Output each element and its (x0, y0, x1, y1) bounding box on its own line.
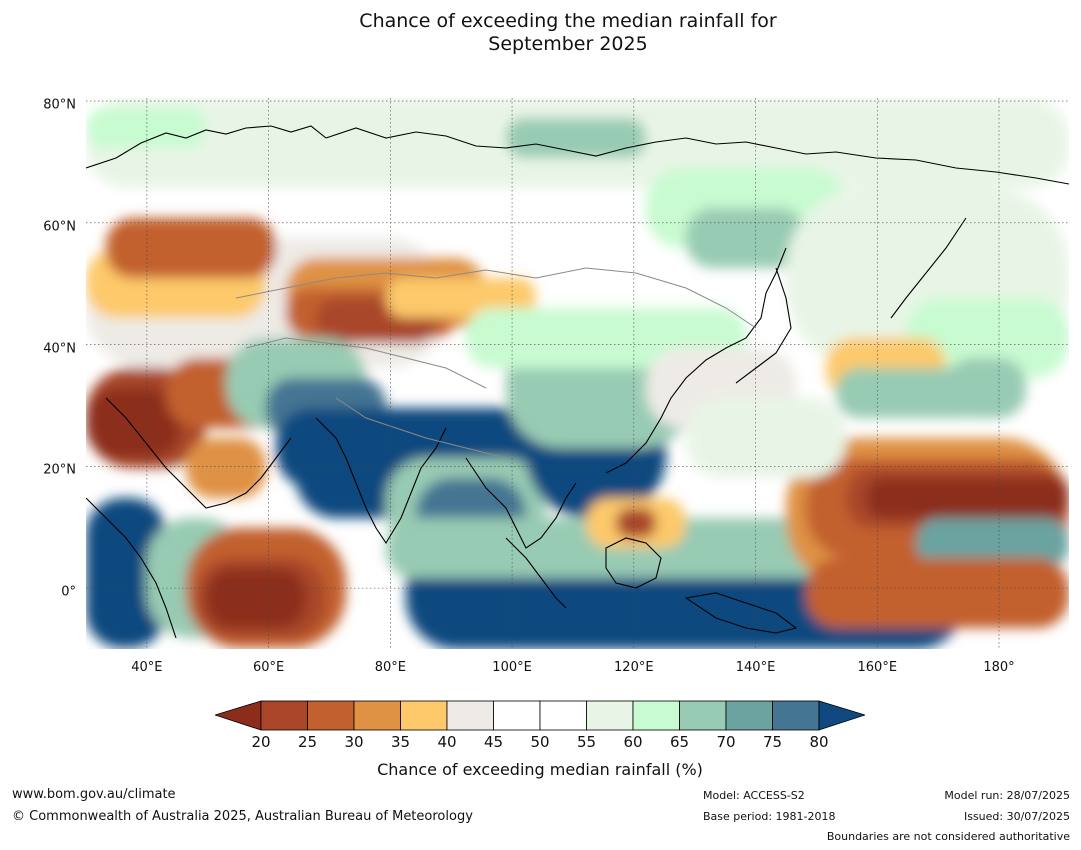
map-title-line-2: September 2025 (488, 33, 648, 55)
footer-issued: Issued: 30/07/2025 (963, 810, 1070, 823)
coastline-sumatra (505, 537, 567, 609)
footer-url: www.bom.gov.au/climate (12, 787, 176, 802)
colorbar-segment-5 (493, 700, 541, 731)
probability-patch-49 (686, 398, 846, 478)
colorbar-tick-1: 25 (297, 733, 318, 751)
footer-disclaimer: Boundaries are not considered authoritat… (826, 830, 1070, 843)
colorbar-segment-7 (586, 700, 634, 731)
colorbar-segment-3 (400, 700, 448, 731)
probability-patch-33 (206, 568, 306, 628)
probability-fields (86, 98, 1069, 649)
footer-base-period: Base period: 1981-2018 (703, 810, 836, 823)
coastline-indochina (465, 457, 577, 549)
colorbar-tick-2: 30 (344, 733, 364, 751)
latitude-label-3: 20°N (43, 462, 76, 478)
coastline-new-guinea (684, 592, 798, 634)
border-south-asia (335, 397, 507, 459)
latitude-label-4: 0° (61, 584, 76, 600)
coastline-europe-north (86, 125, 327, 169)
longitude-label-3: 100°E (492, 660, 532, 675)
rainfall-map (86, 98, 1069, 649)
colorbar-segment-6 (539, 700, 587, 731)
colorbar-tick-7: 55 (576, 733, 597, 751)
probability-patch-4 (686, 208, 806, 268)
colorbar-segment-8 (632, 700, 680, 731)
colorbar-segment-11 (772, 700, 820, 731)
colorbar-tick-0: 20 (251, 733, 271, 751)
coastline-east-africa (86, 497, 177, 639)
longitude-label-7: 180° (983, 660, 1015, 675)
colorbar-tick-8: 60 (623, 733, 643, 751)
colorbar-segment-9 (679, 700, 727, 731)
longitude-label-5: 140°E (735, 660, 776, 675)
colorbar-segment-10 (725, 700, 773, 731)
coastline-east-asia (605, 247, 787, 474)
coastlines (86, 125, 1069, 639)
coastline-japan (735, 267, 792, 384)
probability-patch-6 (906, 298, 1069, 378)
probability-patch-10 (106, 218, 276, 278)
coastline-india (315, 417, 447, 545)
border-central-asia (235, 267, 757, 329)
longitude-label-2: 80°E (374, 660, 406, 675)
colorbar-tick-5: 45 (483, 733, 504, 751)
country-borders (235, 267, 757, 459)
probability-patch-47 (836, 368, 986, 418)
footer-model-run: Model run: 28/07/2025 (944, 789, 1070, 802)
footer-model: Model: ACCESS-S2 (703, 789, 805, 802)
colorbar-tick-6: 50 (530, 733, 550, 751)
probability-patch-16 (86, 388, 181, 458)
probability-patch-3 (506, 118, 646, 158)
colorbar-tick-12: 80 (809, 733, 829, 751)
longitude-label-4: 120°E (614, 660, 654, 675)
map-title-line-1: Chance of exceeding the median rainfall … (359, 10, 777, 32)
probability-patch-18 (186, 438, 266, 498)
probability-patch-42 (916, 518, 1069, 568)
footer-copyright: © Commonwealth of Australia 2025, Austra… (12, 809, 473, 824)
probability-patch-29 (86, 498, 166, 648)
longitude-label-1: 60°E (252, 660, 285, 675)
coastline-kamchatka (890, 217, 967, 319)
latitude-label-2: 40°N (43, 341, 76, 357)
colorbar-label: Chance of exceeding median rainfall (%) (377, 760, 703, 779)
map-title: Chance of exceeding the median rainfall … (0, 10, 1081, 56)
rainfall-map-canvas (86, 98, 1069, 649)
longitude-label-6: 160°E (857, 660, 898, 675)
colorbar (215, 700, 865, 731)
longitude-label-0: 40°E (131, 660, 163, 675)
latitude-label-0: 80°N (43, 97, 76, 113)
colorbar-extend-low (215, 700, 262, 731)
coastline-borneo (605, 537, 662, 589)
probability-patch-51 (616, 508, 656, 538)
colorbar-segment-0 (260, 700, 308, 731)
colorbar-tick-3: 35 (390, 733, 411, 751)
coastline-arabia (105, 397, 292, 509)
colorbar-extend-high (818, 700, 865, 731)
probability-patch-40 (866, 478, 1069, 518)
coastline-siberia (325, 127, 1069, 185)
border-middle-asia (245, 337, 487, 389)
colorbar-segment-4 (446, 700, 494, 731)
colorbar-tick-4: 40 (437, 733, 457, 751)
probability-patch-45 (806, 558, 1069, 628)
probability-patch-2 (86, 108, 206, 148)
colorbar-segment-1 (307, 700, 355, 731)
colorbar-tick-11: 75 (762, 733, 783, 751)
latitude-label-1: 60°N (43, 219, 76, 235)
colorbar-segment-2 (353, 700, 401, 731)
colorbar-tick-10: 70 (716, 733, 736, 751)
colorbar-tick-9: 65 (669, 733, 690, 751)
